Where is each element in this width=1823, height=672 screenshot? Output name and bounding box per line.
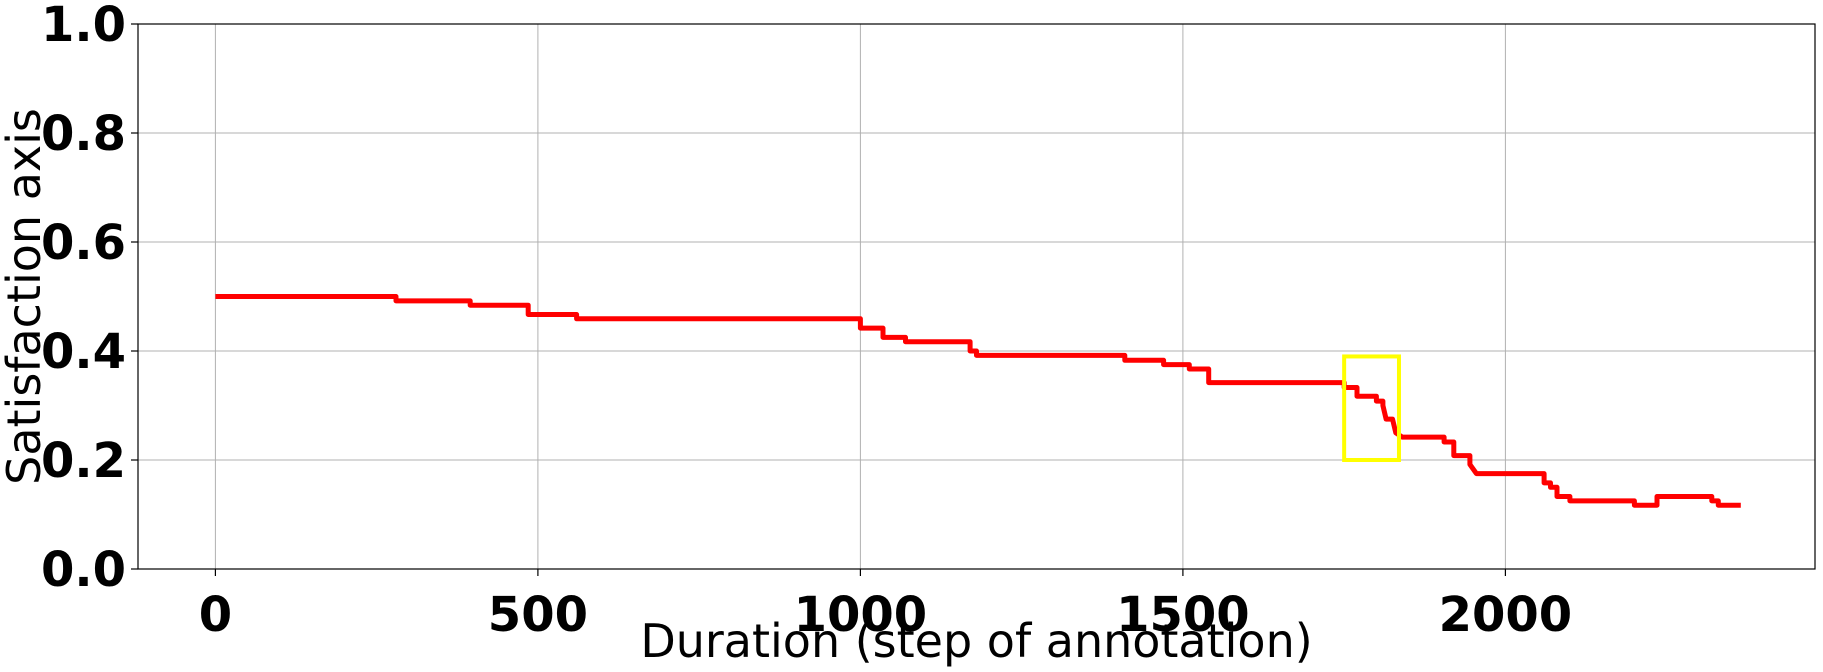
y-tick-label: 0.4 [41, 324, 126, 380]
highlight-box [1342, 354, 1401, 463]
x-tick-label: 0 [199, 587, 232, 643]
series-line-0 [215, 294, 1741, 508]
x-tick-label: 500 [488, 587, 588, 643]
y-tick-label: 0.8 [41, 106, 126, 162]
series-group [215, 294, 1741, 508]
y-tick-label: 1.0 [41, 0, 126, 53]
y-axis-ticks: 0.0 0.2 0.4 0.6 0.8 1.0 [41, 0, 138, 598]
x-tick-label: 2000 [1439, 587, 1573, 643]
x-tick-label: 1500 [1116, 587, 1250, 643]
x-tick-label: 1000 [794, 587, 928, 643]
x-axis-ticks: 0 500 1000 1500 2000 [199, 569, 1573, 643]
plot-frame [137, 23, 1816, 570]
y-axis-label: Satisfaction axis [0, 108, 51, 485]
y-tick-label: 0.6 [41, 215, 126, 271]
x-axis-label: Duration (step of annotation) [640, 614, 1312, 668]
y-tick-label: 0.2 [41, 433, 126, 489]
y-tick-label: 0.0 [41, 542, 126, 598]
annotation-group [1342, 354, 1401, 463]
